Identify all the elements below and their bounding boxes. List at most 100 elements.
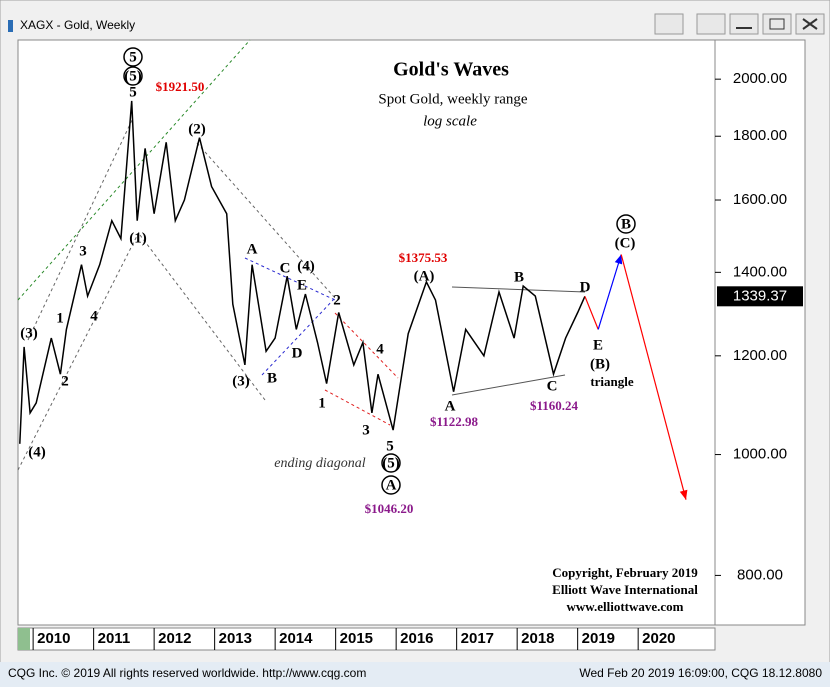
annotation: 1 (318, 395, 326, 411)
window-icon (8, 20, 13, 32)
annotation-circle (123, 66, 143, 86)
trendline (17, 39, 251, 301)
annotation: A (445, 398, 456, 414)
price-line (19, 100, 586, 444)
projection-line (597, 254, 622, 330)
x-tick-label: 2010 (37, 630, 70, 647)
x-tick-label: 2015 (340, 630, 373, 647)
projection-line (584, 296, 599, 330)
y-tick-label: 800.00 (737, 566, 783, 583)
trendline (244, 257, 336, 301)
annotation: triangle (590, 374, 634, 389)
y-tick-label: 1600.00 (733, 191, 787, 208)
annotation: $1046.20 (365, 501, 414, 516)
annotation: $1921.50 (156, 79, 205, 94)
scale-note: log scale (423, 113, 477, 129)
annotation: 1 (56, 310, 64, 326)
y-tick-label: 2000.00 (733, 70, 787, 87)
x-tick-label: 2018 (521, 630, 554, 647)
footer-right: Wed Feb 20 2019 16:09:00, CQG 18.12.8080 (579, 666, 822, 680)
y-tick-label: 1200.00 (733, 347, 787, 364)
annotation: 5 (386, 438, 394, 454)
arrowhead (614, 254, 623, 265)
annotation: (5) (124, 68, 142, 84)
annotation: $1160.24 (530, 398, 579, 413)
annotation: (4) (28, 444, 46, 460)
x-tick-label: 2016 (400, 630, 433, 647)
x-tick-label: 2013 (219, 630, 252, 647)
x-tick-label: 2012 (158, 630, 191, 647)
chart-title: Gold's Waves (393, 59, 509, 81)
y-tick-label: 1800.00 (733, 127, 787, 144)
trendline (17, 229, 141, 471)
last-value-box (717, 286, 803, 307)
copyright: www.elliottwave.com (567, 599, 684, 614)
projection-line (620, 254, 687, 500)
annotation: $1122.98 (430, 414, 479, 429)
annotation: D (292, 345, 303, 361)
y-tick-label: 1400.00 (733, 263, 787, 280)
last-value-label: 1339.37 (733, 287, 787, 304)
annotation: 3 (79, 243, 87, 259)
axis-marker (18, 628, 30, 650)
arrowhead (679, 489, 688, 500)
x-tick-label: 2020 (642, 630, 675, 647)
menu-button[interactable] (696, 13, 726, 35)
trendline (324, 389, 391, 426)
annotation: 5 (129, 49, 137, 65)
annotation: B (514, 269, 524, 285)
maximize-button[interactable] (762, 13, 792, 35)
annotation: 4 (90, 308, 98, 324)
y-axis-area (714, 39, 806, 626)
x-tick-label: 2014 (279, 630, 313, 647)
chart-subtitle: Spot Gold, weekly range (378, 91, 527, 107)
annotation: 5 (129, 84, 137, 100)
annotation: A (247, 241, 258, 257)
annotation: A (386, 477, 397, 493)
window-title: XAGX - Gold, Weekly (20, 18, 135, 32)
x-tick-label: 2017 (461, 630, 494, 647)
annotation: C (547, 378, 558, 394)
triangle-line (451, 374, 566, 396)
annotation-circle (381, 453, 401, 473)
annotation: 4 (376, 341, 384, 357)
annotation: E (297, 277, 307, 293)
trendlines (17, 39, 399, 471)
pin-button[interactable] (654, 13, 684, 35)
icon (769, 18, 785, 30)
annotation: 2 (333, 292, 341, 308)
annotation: (4) (297, 258, 315, 274)
annotation: (A) (414, 268, 435, 284)
annotation: E (593, 337, 603, 353)
annotation: $1375.53 (399, 250, 448, 265)
annotation: B (267, 370, 277, 386)
annotation: (1) (129, 230, 147, 246)
triangle-line (451, 286, 586, 293)
trendline (139, 234, 266, 401)
annotation: 3 (362, 422, 370, 438)
annotation-circle (381, 475, 401, 495)
icon (802, 18, 818, 30)
annotation: C (280, 260, 291, 276)
window-buttons[interactable] (654, 13, 825, 35)
annotation-circle (616, 214, 636, 234)
annotation: (3) (232, 373, 250, 389)
annotation: D (580, 279, 591, 295)
annotation: (5) (382, 455, 400, 471)
copyright: Copyright, February 2019 (552, 565, 698, 580)
annotation-circle (123, 47, 143, 67)
annotation: (2) (188, 121, 206, 137)
footer-bar (0, 662, 830, 687)
plot-area (17, 39, 716, 626)
x-tick-label: 2011 (98, 630, 131, 647)
x-tick-label: 2019 (582, 630, 615, 647)
minimize-button[interactable] (729, 13, 759, 35)
footer-left: CQG Inc. © 2019 All rights reserved worl… (8, 666, 366, 680)
annotation: 2 (61, 373, 69, 389)
trendline (27, 117, 134, 341)
annotation: (C) (615, 235, 636, 251)
y-tick-label: 1000.00 (733, 446, 787, 463)
annotation: (B) (590, 356, 610, 372)
